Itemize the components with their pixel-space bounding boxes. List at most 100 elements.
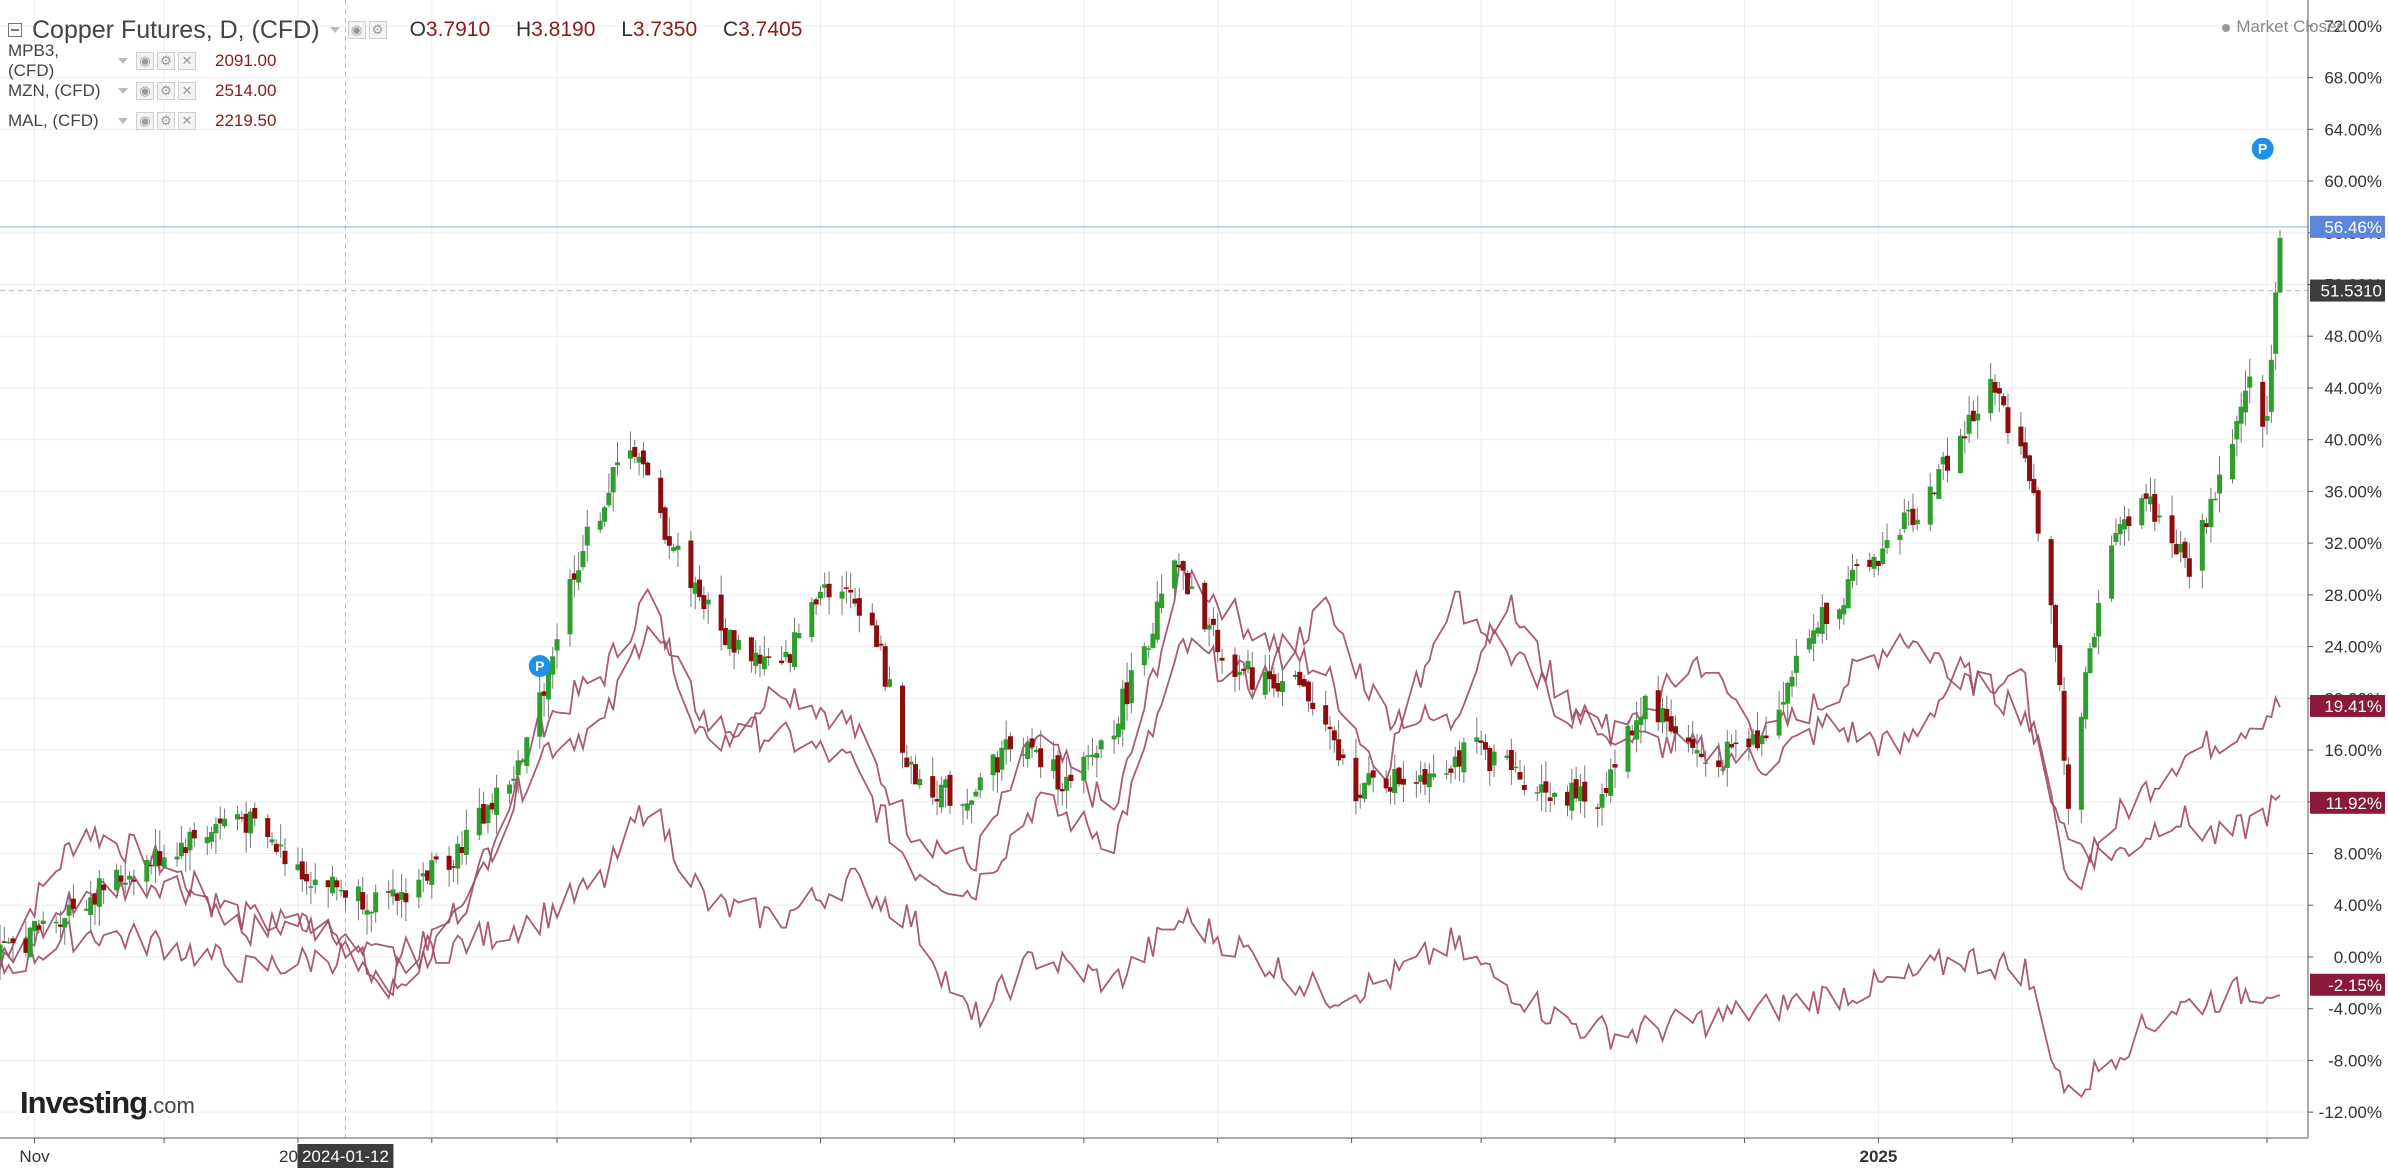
candle-up — [545, 668, 551, 700]
y-tick-label: -8.00% — [2328, 1051, 2382, 1070]
candle-down — [1517, 771, 1523, 780]
candle-down — [2027, 455, 2033, 482]
candle-down — [2018, 426, 2024, 447]
candle-up — [373, 892, 379, 913]
candle-up — [917, 778, 923, 786]
candle-up — [817, 591, 823, 599]
eye-icon[interactable]: ◉ — [136, 52, 154, 70]
candle-up — [127, 875, 133, 880]
candle-down — [1547, 797, 1553, 801]
y-tick-label: 72.00% — [2324, 17, 2382, 36]
candle-down — [2126, 516, 2132, 527]
candle-down — [779, 660, 785, 664]
candle-down — [1292, 675, 1298, 677]
candle-down — [2057, 645, 2063, 685]
eye-icon[interactable]: ◉ — [136, 82, 154, 100]
indicator-row: MPB3, (CFD) ◉ ⚙ ✕ 2091.00 — [8, 41, 822, 80]
marker-label: P — [2258, 141, 2267, 157]
chevron-down-icon[interactable] — [118, 88, 128, 94]
close-icon[interactable]: ✕ — [178, 82, 196, 100]
x-axis-panel — [0, 1138, 2388, 1171]
candle-down — [2143, 493, 2149, 499]
candle-down — [459, 847, 465, 853]
candle-down — [299, 861, 305, 880]
candle-down — [878, 643, 884, 646]
candle-down — [1275, 683, 1281, 692]
chevron-down-icon[interactable] — [118, 118, 128, 124]
close-icon[interactable]: ✕ — [178, 112, 196, 130]
candle-down — [718, 594, 724, 631]
gear-icon[interactable]: ⚙ — [157, 82, 175, 100]
candle-up — [144, 860, 150, 882]
candle-up — [1841, 605, 1847, 615]
candle-up — [511, 778, 517, 781]
indicator-row: MZN, (CFD) ◉ ⚙ ✕ 2514.00 — [8, 76, 822, 106]
crosshair-value-label: 51.5310 — [2321, 282, 2382, 301]
candle-up — [1418, 775, 1424, 782]
series-end-value-badge — [2310, 694, 2385, 717]
candle-up — [761, 656, 767, 670]
indicator-name: MZN, (CFD) — [8, 81, 101, 100]
candle-down — [1310, 702, 1316, 710]
candle-up — [2230, 443, 2235, 480]
candle-up — [308, 886, 314, 888]
candle-down — [1543, 781, 1549, 793]
candle-down — [1068, 774, 1074, 781]
candle-up — [1474, 737, 1480, 743]
candle-down — [2022, 442, 2028, 459]
eye-icon[interactable]: ◉ — [136, 112, 154, 130]
eye-icon[interactable]: ◉ — [347, 21, 366, 39]
candle-down — [1202, 582, 1208, 630]
candle-up — [1051, 759, 1057, 772]
candle-down — [995, 757, 1000, 773]
candle-up — [1094, 753, 1100, 758]
candle-up — [235, 814, 240, 820]
candle-down — [666, 536, 672, 546]
candle-down — [1573, 779, 1579, 799]
gear-icon[interactable]: ⚙ — [157, 112, 175, 130]
gear-icon[interactable]: ⚙ — [157, 52, 175, 70]
symbol-title: Copper Futures, D, (CFD) — [32, 15, 320, 44]
gear-icon[interactable]: ⚙ — [368, 21, 387, 39]
current-value-label: 56.46% — [2324, 218, 2382, 237]
candle-up — [1811, 630, 1817, 644]
candle-down — [1387, 787, 1393, 792]
candle-up — [1759, 735, 1765, 745]
candle-up — [1780, 702, 1786, 705]
candle-up — [2087, 648, 2093, 674]
candle-up — [1206, 624, 1212, 630]
candle-down — [662, 507, 668, 540]
candle-down — [697, 579, 703, 598]
chevron-down-icon[interactable] — [329, 27, 340, 33]
candle-down — [813, 599, 819, 605]
candle-down — [731, 630, 737, 653]
candle-down — [2152, 494, 2158, 522]
candle-down — [1867, 559, 1873, 567]
candle-up — [122, 882, 128, 885]
candle-up — [1085, 755, 1091, 757]
candle-up — [822, 584, 828, 588]
candle-up — [1845, 579, 1851, 609]
chevron-down-icon[interactable] — [118, 58, 128, 64]
candle-down — [1482, 742, 1488, 750]
collapse-legend-button[interactable] — [8, 23, 22, 37]
candle-up — [537, 692, 543, 737]
candle-up — [494, 787, 500, 815]
candle-up — [1120, 688, 1126, 730]
candle-up — [338, 889, 344, 892]
close-icon[interactable]: ✕ — [178, 52, 196, 70]
candle-down — [2173, 544, 2179, 555]
candle-up — [1159, 593, 1165, 608]
y-tick-label: 68.00% — [2324, 69, 2382, 88]
candle-up — [627, 450, 633, 459]
candle-up — [839, 591, 845, 599]
candle-up — [1789, 676, 1795, 687]
candle-up — [368, 912, 374, 914]
candle-down — [848, 589, 854, 593]
candle-down — [2035, 490, 2041, 534]
candle-down — [239, 817, 245, 819]
candle-down — [2204, 523, 2210, 528]
candle-down — [882, 646, 888, 687]
